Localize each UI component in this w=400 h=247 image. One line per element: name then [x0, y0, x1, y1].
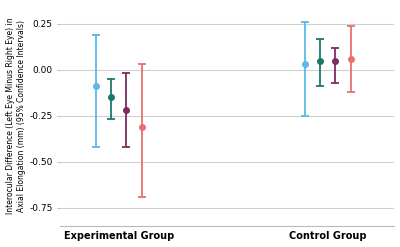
Y-axis label: Interocular Difference (Left Eye Minus Right Eye) in
Axial Elongation (mm) (95% : Interocular Difference (Left Eye Minus R… — [6, 17, 26, 214]
